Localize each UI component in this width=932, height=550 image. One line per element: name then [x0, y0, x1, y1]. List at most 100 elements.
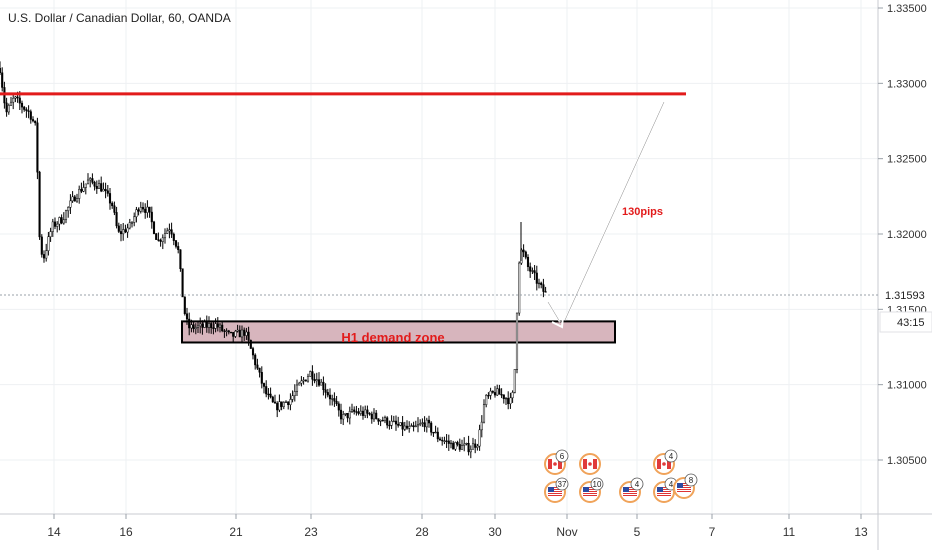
flag-stripe	[623, 493, 637, 494]
candle-body	[51, 221, 54, 232]
candle-body	[430, 422, 433, 433]
countdown-tag	[879, 311, 932, 333]
candle-body	[335, 400, 338, 405]
time-tick-label: 7	[709, 525, 716, 539]
event-count: 8	[689, 476, 694, 485]
time-tick-label: 13	[854, 525, 868, 539]
candle-body	[31, 119, 35, 122]
candle-body	[322, 381, 325, 390]
candle-body	[271, 396, 274, 403]
usa-flag-icon[interactable]: 4	[619, 477, 644, 503]
candle-body	[267, 393, 270, 396]
plot-area[interactable]	[0, 0, 878, 514]
flag-stripe	[548, 493, 562, 494]
candle-body	[542, 284, 545, 292]
candle-body	[454, 442, 457, 450]
maple-leaf	[662, 462, 666, 466]
usa-flag-icon[interactable]: 10	[579, 477, 604, 503]
candle-body	[124, 229, 127, 233]
canada-flag-icon[interactable]: 4	[653, 449, 678, 475]
candle-body	[337, 403, 340, 411]
candle-body	[113, 205, 116, 213]
candle-body	[357, 411, 360, 414]
candle-body	[423, 422, 426, 428]
candle-body	[331, 398, 334, 400]
usa-flag-icon[interactable]: 8	[673, 473, 698, 499]
candle-body	[467, 442, 470, 453]
economic-events[interactable]: 6 437 10 4 4 8	[544, 449, 698, 503]
event-count: 4	[669, 452, 674, 461]
candle-body	[207, 323, 211, 328]
candle-body	[383, 417, 387, 422]
down-arrow-head	[551, 315, 564, 329]
flag-stripe	[657, 487, 671, 488]
countdown-label: 43:15	[897, 317, 925, 329]
candle-body	[515, 312, 519, 370]
candle-body	[342, 414, 345, 420]
flag-canton	[548, 487, 554, 492]
event-count-badge	[664, 449, 678, 463]
up-arrow-head	[654, 97, 668, 113]
chart-title: U.S. Dollar / Canadian Dollar, 60, OANDA	[8, 11, 231, 25]
candle-body	[414, 425, 417, 428]
time-tick-label: 21	[229, 525, 243, 539]
candle-body	[434, 431, 437, 434]
candle-body	[432, 431, 435, 434]
usa-flag-icon[interactable]: 37	[544, 477, 569, 503]
price-scale[interactable]: 1.335001.330001.325001.320001.315001.310…	[878, 3, 927, 467]
candle-body	[141, 207, 145, 210]
candle-body	[361, 410, 365, 416]
candle-body	[489, 390, 492, 396]
candle-body	[392, 420, 395, 423]
candle-body	[25, 109, 28, 111]
candle-body	[293, 391, 296, 396]
candle-body	[531, 270, 534, 272]
event-count: 6	[560, 452, 565, 461]
event-count: 37	[558, 480, 567, 489]
flag-canton	[657, 487, 663, 492]
canada-flag-icon[interactable]	[579, 453, 601, 475]
flag-stripe	[677, 485, 691, 486]
candle-body	[221, 324, 224, 332]
candle-body	[379, 419, 382, 422]
candle-body	[476, 445, 479, 448]
candle-body	[388, 424, 391, 427]
candle-body	[67, 207, 70, 212]
candle-body	[144, 208, 147, 213]
time-scale[interactable]: 14 16 21 23 28 30 Nov 5 7 11 13	[47, 514, 868, 539]
flag-stripe	[623, 495, 637, 496]
candle-body	[181, 268, 184, 298]
candle-body	[69, 200, 72, 208]
candle-body	[540, 282, 543, 285]
demand-zone[interactable]	[181, 320, 616, 344]
candle-body	[150, 211, 153, 223]
candle-body	[487, 395, 490, 397]
projection-arrows[interactable]	[547, 97, 668, 329]
candle-body	[58, 217, 61, 225]
candle-body	[469, 449, 472, 453]
candle-body	[320, 381, 323, 386]
candle-body	[333, 398, 336, 402]
flag-stripe	[548, 489, 562, 490]
candle-body	[23, 106, 26, 110]
candle-body	[71, 196, 74, 202]
candle-body	[236, 329, 239, 332]
candle-body	[146, 206, 149, 213]
candle-body	[177, 246, 180, 251]
candle-body	[372, 412, 376, 420]
candle-body	[240, 329, 244, 338]
candle-body	[91, 178, 94, 183]
event-count-badge	[630, 477, 644, 491]
flag-stripe	[583, 495, 597, 496]
event-count: 4	[669, 480, 674, 489]
candle-body	[427, 419, 431, 424]
candle-body	[353, 409, 356, 412]
candle-body	[225, 330, 228, 332]
candle-body	[443, 440, 446, 442]
candle-body	[7, 105, 10, 113]
candle-body	[529, 266, 532, 272]
candle-body	[122, 229, 125, 235]
flag-stripe	[677, 483, 691, 484]
canada-flag-icon[interactable]: 6	[544, 449, 569, 475]
